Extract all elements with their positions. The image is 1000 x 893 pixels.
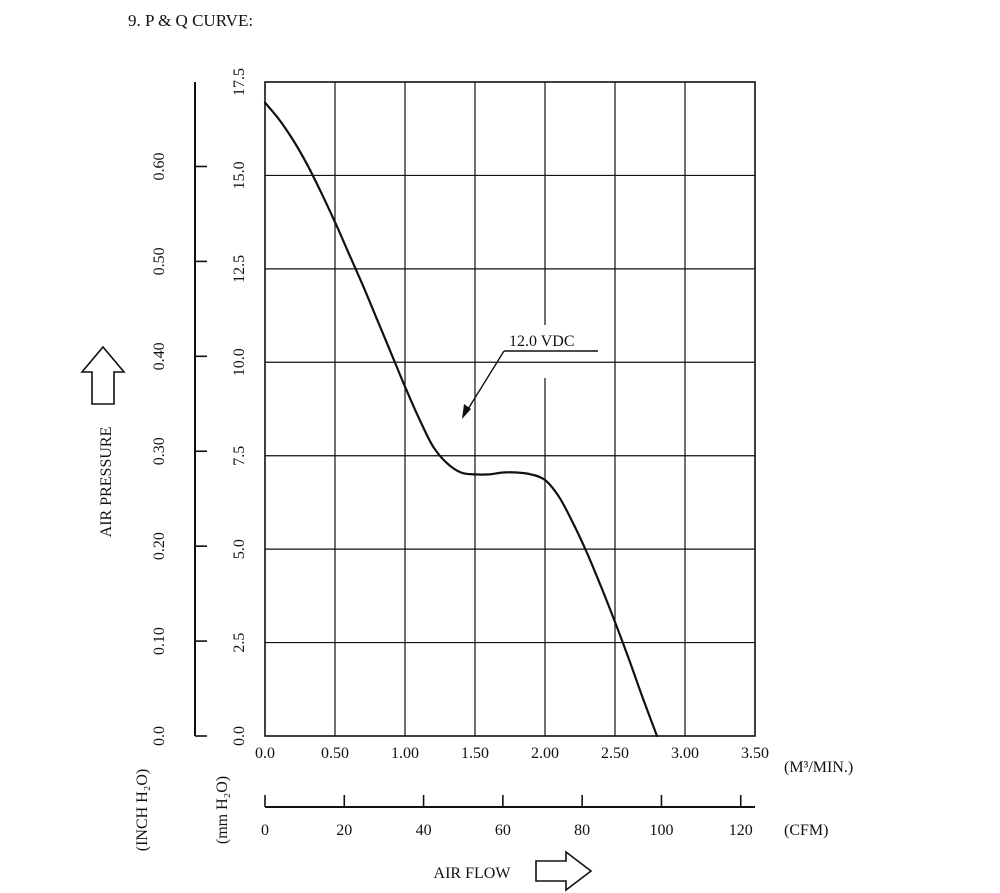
mm-h2o-tick-label: 7.5 bbox=[231, 446, 248, 466]
inch-h2o-tick-label: 0.30 bbox=[151, 437, 168, 465]
mm-h2o-axis-ticks: 0.0 2.5 5.0 7.5 10.0 12.5 15.0 17.5 bbox=[231, 68, 248, 746]
cfm-tick-label: 20 bbox=[336, 822, 352, 839]
cfm-tick-label: 0 bbox=[261, 822, 269, 839]
m3-min-tick-label: 2.00 bbox=[531, 745, 559, 762]
mm-h2o-tick-label: 0.0 bbox=[231, 726, 248, 746]
inch-h2o-unit-label: (INCH H₂O) bbox=[134, 769, 151, 851]
m3-min-tick-label: 1.50 bbox=[461, 745, 489, 762]
mm-h2o-tick-label: 5.0 bbox=[231, 539, 248, 559]
mm-h2o-unit-label: (mm H₂O) bbox=[214, 776, 231, 844]
m3-min-tick-label: 0.50 bbox=[321, 745, 349, 762]
m3-min-tick-label: 2.50 bbox=[601, 745, 629, 762]
m3-min-unit-label: (M³/MIN.) bbox=[784, 759, 853, 776]
annotation-arrowhead bbox=[462, 404, 471, 419]
pq-curve-line bbox=[263, 101, 659, 738]
mm-h2o-tick-label: 15.0 bbox=[231, 161, 248, 189]
cfm-tick-label: 100 bbox=[649, 822, 673, 839]
cfm-tick-label: 60 bbox=[495, 822, 511, 839]
inch-h2o-tick-label: 0.50 bbox=[151, 247, 168, 275]
m3-min-tick-label: 0.0 bbox=[255, 745, 275, 762]
cfm-tick-label: 120 bbox=[729, 822, 753, 839]
m3-min-axis-ticks: 0.0 0.50 1.00 1.50 2.00 2.50 3.00 3.50 bbox=[255, 745, 769, 762]
mm-h2o-tick-label: 12.5 bbox=[231, 255, 248, 283]
cfm-axis-ticks: 0 20 40 60 80 100 120 bbox=[261, 795, 753, 839]
m3-min-tick-label: 3.00 bbox=[671, 745, 699, 762]
m3-min-tick-label: 3.50 bbox=[741, 745, 769, 762]
annotation-leader bbox=[464, 350, 505, 415]
m3-min-tick-label: 1.00 bbox=[391, 745, 419, 762]
inch-h2o-tick-label: 0.0 bbox=[151, 726, 168, 746]
inch-h2o-tick-label: 0.10 bbox=[151, 627, 168, 655]
mm-h2o-tick-label: 10.0 bbox=[231, 348, 248, 376]
x-axis-title: AIR FLOW bbox=[434, 865, 512, 882]
y-axis-title: AIR PRESSURE bbox=[98, 427, 115, 538]
mm-h2o-tick-label: 17.5 bbox=[231, 68, 248, 96]
up-arrow-icon bbox=[80, 345, 126, 405]
cfm-tick-label: 40 bbox=[416, 822, 432, 839]
cfm-unit-label: (CFM) bbox=[784, 822, 828, 839]
right-arrow-icon bbox=[535, 850, 593, 892]
grid-lines bbox=[265, 82, 755, 736]
inch-h2o-tick-label: 0.60 bbox=[151, 152, 168, 180]
inch-h2o-axis-ticks: 0.0 0.10 0.20 0.30 0.40 0.50 0.60 bbox=[151, 152, 207, 746]
inch-h2o-tick-label: 0.40 bbox=[151, 342, 168, 370]
chart-title: 9. P & Q CURVE: bbox=[128, 11, 253, 30]
mm-h2o-tick-label: 2.5 bbox=[231, 633, 248, 653]
cfm-tick-label: 80 bbox=[574, 822, 590, 839]
curve-annotation-label: 12.0 VDC bbox=[509, 333, 575, 350]
plot-frame bbox=[264, 81, 756, 737]
inch-h2o-tick-label: 0.20 bbox=[151, 532, 168, 560]
